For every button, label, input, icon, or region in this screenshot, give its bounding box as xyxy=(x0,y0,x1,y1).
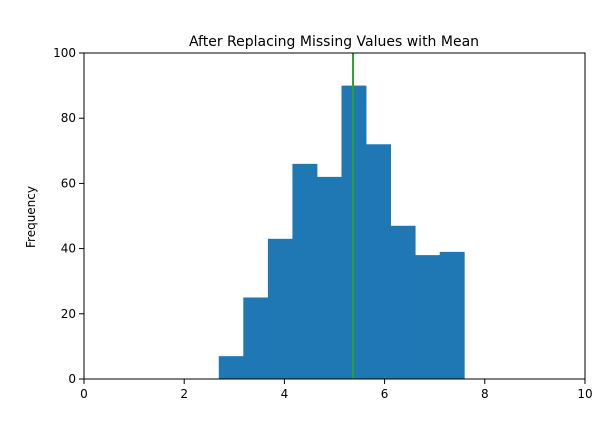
x-tick-label: 4 xyxy=(281,387,289,401)
bars-group xyxy=(218,85,465,379)
x-tick-label: 6 xyxy=(381,387,389,401)
x-tick-label: 8 xyxy=(481,387,489,401)
histogram-bar xyxy=(218,356,244,379)
histogram-bar xyxy=(267,238,293,379)
histogram-bar xyxy=(439,251,465,379)
histogram-bar xyxy=(390,225,416,379)
histogram-bar xyxy=(316,176,342,379)
y-tick-label: 40 xyxy=(61,242,76,256)
y-tick-label: 100 xyxy=(53,46,76,60)
y-tick-label: 60 xyxy=(61,176,76,190)
chart-title: After Replacing Missing Values with Mean xyxy=(189,34,479,50)
histogram-bar xyxy=(415,255,441,379)
x-ticks-group: 0 2 4 6 8 10 xyxy=(80,379,593,401)
plot-frame xyxy=(83,52,586,380)
histogram-bar xyxy=(243,297,269,379)
histogram-bar xyxy=(292,163,318,379)
x-tick-label: 0 xyxy=(80,387,88,401)
y-axis-label: Frequency xyxy=(24,186,38,248)
histogram-bar xyxy=(366,144,392,379)
y-tick-label: 20 xyxy=(61,307,76,321)
y-tick-label: 80 xyxy=(61,111,76,125)
y-tick-label: 0 xyxy=(68,372,76,386)
axes-group xyxy=(83,52,586,380)
x-tick-label: 10 xyxy=(577,387,592,401)
x-tick-label: 2 xyxy=(180,387,188,401)
y-ticks-group: 0 20 40 60 80 100 xyxy=(53,46,84,386)
